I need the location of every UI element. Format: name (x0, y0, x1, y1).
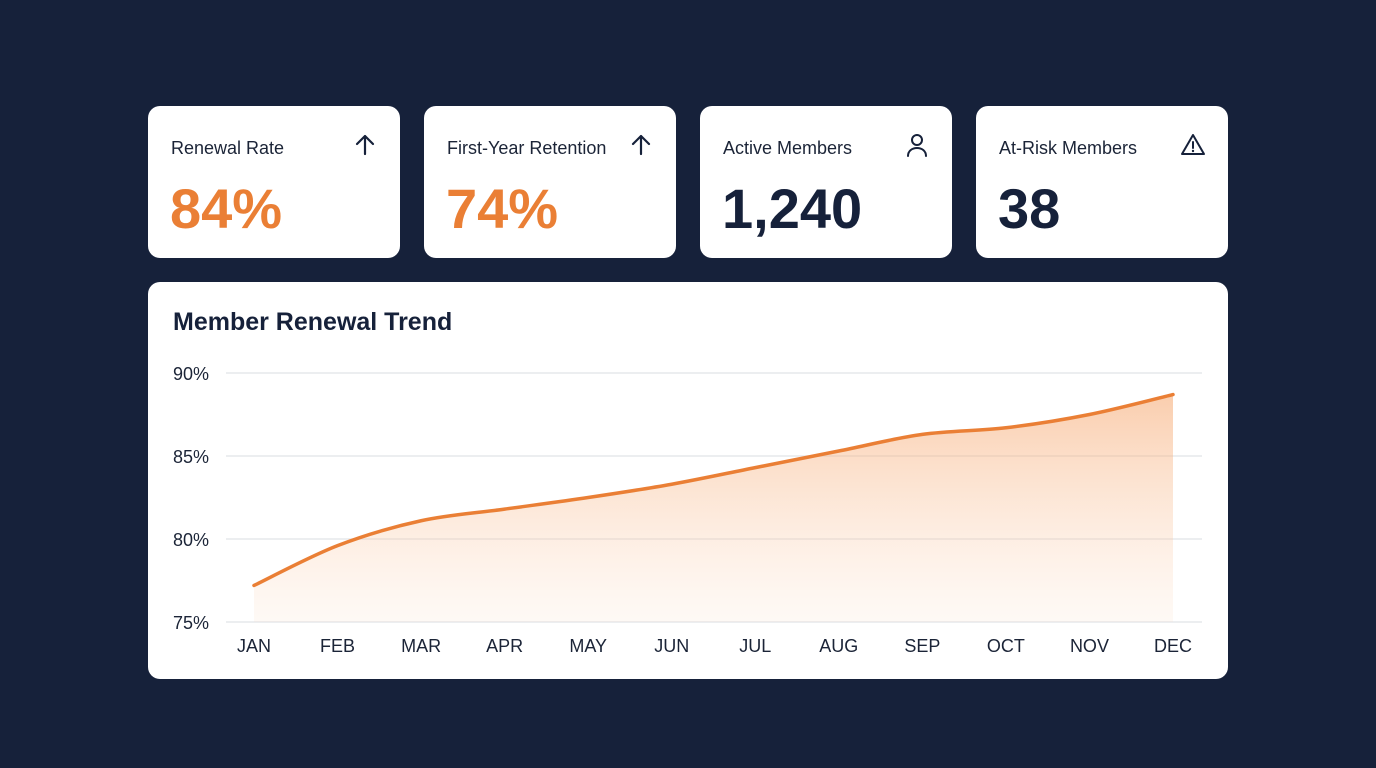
kpi-value: 74% (446, 177, 559, 240)
x-tick-label: DEC (1154, 636, 1192, 656)
kpi-card-renewal-rate: Renewal Rate 84% (148, 106, 400, 258)
arrow-up-icon (355, 134, 375, 156)
user-icon (907, 134, 927, 157)
x-tick-label: FEB (320, 636, 355, 656)
kpi-value: 84% (170, 177, 283, 240)
kpi-card-first-year-retention: First-Year Retention 74% (424, 106, 676, 258)
kpi-label: Active Members (723, 138, 853, 158)
kpi-label: At-Risk Members (999, 138, 1138, 158)
kpi-card-at-risk-members: At-Risk Members 38 (976, 106, 1228, 258)
renewal-trend-panel: Member Renewal Trend 75% 80% 85% 90% JAN FEB M… (148, 282, 1228, 679)
area-fill (254, 394, 1173, 622)
x-tick-label: AUG (819, 636, 858, 656)
kpi-value: 38 (998, 177, 1061, 240)
y-tick-label: 90% (173, 364, 209, 384)
x-tick-label: MAY (569, 636, 607, 656)
kpi-card-active-members: Active Members 1,240 (700, 106, 952, 258)
warning-icon (1181, 134, 1205, 155)
renewal-trend-chart: 75% 80% 85% 90% JAN FEB MAR APR MAY JUN JUL AUG SEP O… (173, 364, 1202, 656)
x-tick-label: JAN (237, 636, 271, 656)
series-line (252, 392, 1175, 588)
y-tick-label: 85% (173, 447, 209, 467)
x-tick-label: SEP (904, 636, 940, 656)
x-tick-label: JUN (654, 636, 689, 656)
x-tick-label: MAR (401, 636, 441, 656)
kpi-label: Renewal Rate (171, 138, 285, 158)
x-tick-label: APR (486, 636, 523, 656)
chart-title: Member Renewal Trend (173, 308, 453, 336)
x-tick-label: NOV (1070, 636, 1109, 656)
x-tick-label: OCT (987, 636, 1025, 656)
kpi-label: First-Year Retention (447, 138, 607, 158)
y-tick-label: 80% (173, 530, 209, 550)
y-tick-label: 75% (173, 613, 209, 633)
kpi-value: 1,240 (722, 177, 863, 240)
arrow-up-icon (631, 134, 651, 156)
x-tick-label: JUL (739, 636, 771, 656)
